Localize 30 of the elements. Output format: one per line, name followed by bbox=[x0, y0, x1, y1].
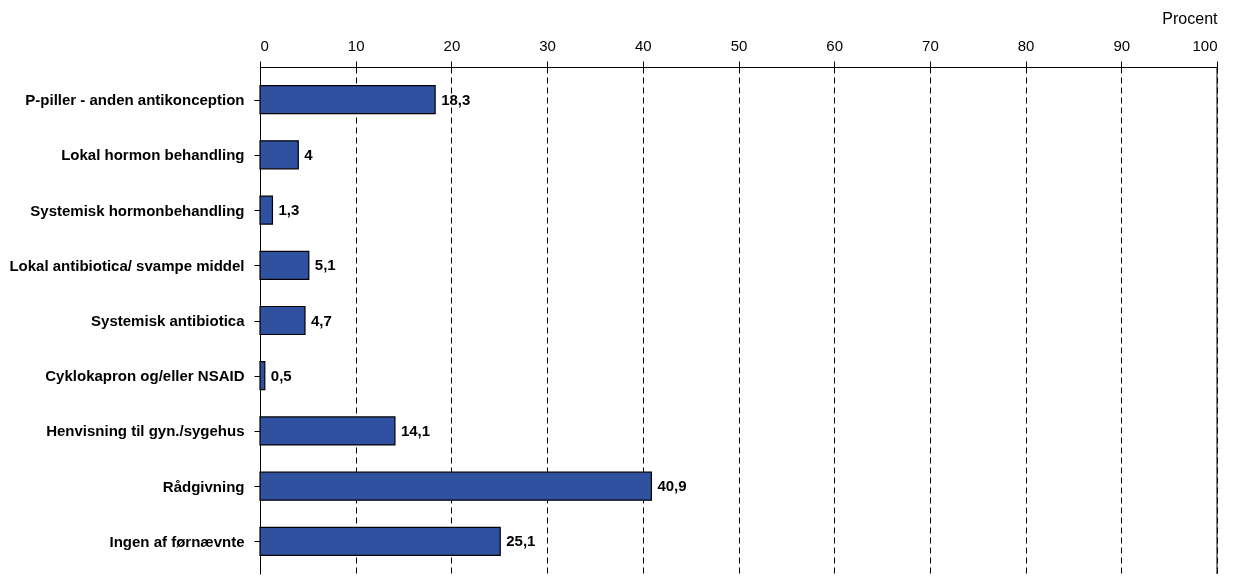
data-label: 40,9 bbox=[657, 477, 687, 495]
x-tick-label: 80 bbox=[1017, 36, 1035, 54]
y-tick-label: Lokal hormon behandling bbox=[61, 146, 245, 164]
x-tick-label: 0 bbox=[260, 36, 269, 54]
x-tick-label: 10 bbox=[347, 36, 365, 54]
data-label: 1,3 bbox=[278, 201, 300, 219]
y-tick-label: Systemisk hormonbehandling bbox=[30, 201, 245, 219]
y-tick-label: P-piller - anden antikonception bbox=[25, 91, 245, 109]
y-tick-label: Cyklokapron og/eller NSAID bbox=[45, 367, 245, 385]
data-label: 18,3 bbox=[441, 90, 471, 108]
y-tick-label: Henvisning til gyn./sygehus bbox=[46, 422, 245, 440]
x-tick-label: 50 bbox=[730, 36, 748, 54]
x-tick-label: 60 bbox=[826, 36, 844, 54]
data-label: 0,5 bbox=[270, 366, 292, 384]
data-label: 4,7 bbox=[310, 311, 332, 329]
x-tick-label: 40 bbox=[634, 36, 652, 54]
x-tick-label: 90 bbox=[1113, 36, 1131, 54]
x-tick-label: 30 bbox=[539, 36, 556, 54]
y-tick-label: Systemisk antibiotica bbox=[91, 312, 246, 329]
x-tick-label: 100 bbox=[1192, 36, 1218, 54]
data-label: 14,1 bbox=[400, 421, 431, 439]
y-tick-label: Rådgivning bbox=[162, 477, 245, 495]
data-label: 25,1 bbox=[506, 532, 536, 550]
x-tick-label: 20 bbox=[443, 36, 461, 54]
data-label: 5,1 bbox=[314, 256, 336, 274]
y-tick-label: Lokal antibiotica/ svampe middel bbox=[9, 256, 245, 274]
y-tick-label: Ingen af førnævnte bbox=[109, 532, 245, 550]
x-axis-title: Procent bbox=[1162, 9, 1219, 27]
data-label: 4 bbox=[304, 145, 314, 163]
x-tick-label: 70 bbox=[922, 36, 939, 54]
